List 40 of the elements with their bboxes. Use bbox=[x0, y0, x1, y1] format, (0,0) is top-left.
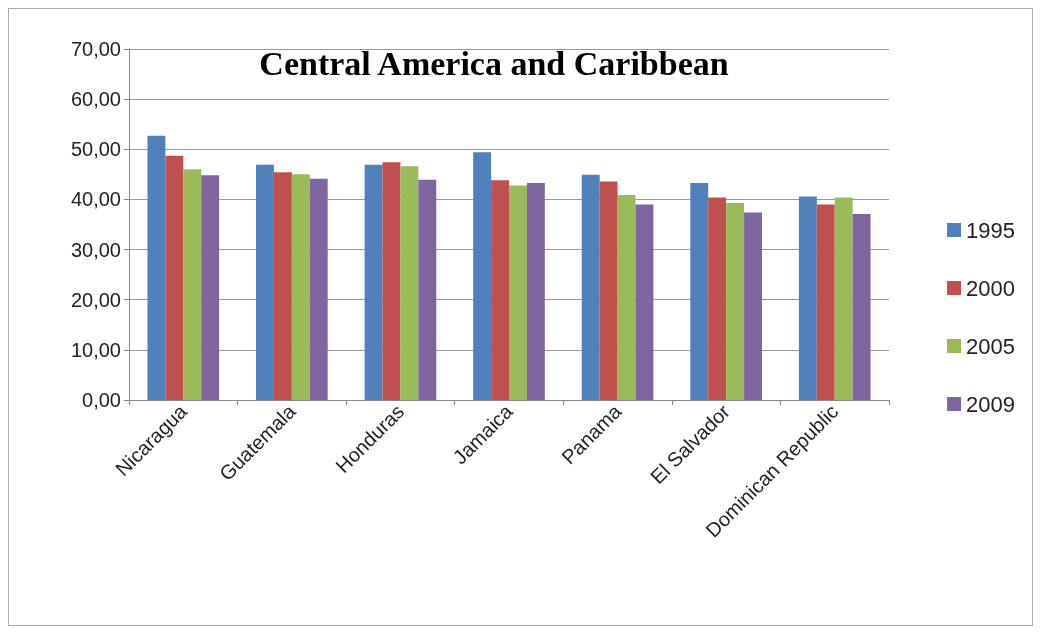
bar bbox=[526, 182, 545, 400]
y-tick-label: 50,00 bbox=[70, 138, 121, 161]
bar bbox=[798, 196, 817, 400]
y-tick-label: 60,00 bbox=[70, 88, 121, 111]
y-tick-label: 20,00 bbox=[70, 288, 121, 311]
bar bbox=[852, 213, 871, 400]
bar bbox=[491, 180, 509, 400]
bar bbox=[635, 204, 654, 400]
bar bbox=[816, 204, 835, 400]
bar bbox=[273, 172, 292, 400]
legend-label: 2000 bbox=[966, 275, 1016, 301]
chart-title: Central America and Caribbean bbox=[259, 44, 729, 82]
bar bbox=[364, 164, 383, 400]
legend-label: 1995 bbox=[966, 217, 1016, 243]
bar bbox=[309, 178, 328, 400]
y-tick-label: 70,00 bbox=[70, 38, 121, 60]
bar bbox=[256, 164, 274, 400]
bar bbox=[382, 162, 401, 400]
bar bbox=[708, 197, 727, 400]
y-tick-label: 40,00 bbox=[70, 188, 121, 211]
bar bbox=[147, 135, 166, 400]
y-tick-label: 30,00 bbox=[70, 238, 121, 261]
bar bbox=[509, 185, 527, 400]
bar bbox=[834, 197, 853, 400]
bar bbox=[201, 175, 220, 400]
legend-label: 2009 bbox=[966, 391, 1016, 417]
y-tick-label: 10,00 bbox=[70, 338, 121, 361]
bar bbox=[291, 174, 310, 400]
bar bbox=[183, 169, 202, 400]
bar bbox=[400, 166, 419, 400]
bar bbox=[690, 182, 709, 400]
bar bbox=[581, 174, 600, 400]
bar bbox=[744, 212, 762, 400]
bar bbox=[418, 179, 437, 400]
bar bbox=[165, 155, 184, 400]
bar bbox=[726, 202, 745, 400]
bar bbox=[473, 152, 492, 400]
legend-label: 2005 bbox=[966, 333, 1016, 359]
bar bbox=[599, 181, 618, 400]
bar bbox=[617, 194, 636, 400]
